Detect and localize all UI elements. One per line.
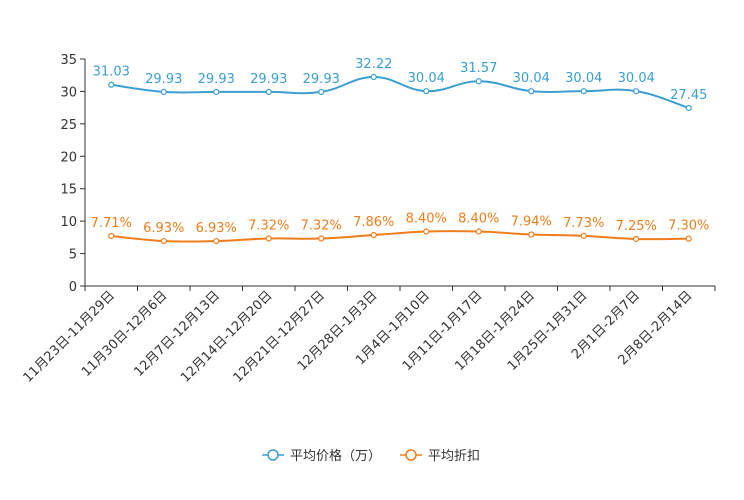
y-tick-label: 35 [60, 53, 77, 68]
data-label: 7.32% [248, 219, 289, 234]
data-point [265, 88, 272, 95]
legend-marker-icon [405, 449, 417, 461]
data-point [108, 81, 115, 88]
legend-label: 平均折扣 [428, 449, 480, 464]
data-label: 8.40% [458, 212, 499, 227]
data-label: 32.22 [355, 57, 392, 72]
y-tick-label: 30 [60, 85, 77, 100]
data-label: 29.93 [303, 72, 340, 87]
data-label: 27.45 [670, 88, 707, 103]
data-point [475, 78, 482, 85]
x-tick-label: 12月21日-12月27日 [231, 288, 328, 385]
data-point [213, 237, 220, 245]
data-point [580, 88, 587, 95]
data-point [423, 88, 430, 95]
data-point [528, 88, 535, 95]
data-label: 30.04 [618, 71, 655, 86]
data-point [685, 235, 692, 242]
data-point [423, 228, 430, 235]
data-point [475, 228, 482, 235]
legend-marker-icon [267, 449, 279, 461]
x-tick-label: 11月23日-11月29日 [21, 288, 118, 385]
data-point [633, 88, 640, 95]
y-tick-label: 5 [69, 248, 77, 263]
series-line-0 [111, 76, 690, 109]
y-tick-label: 25 [60, 118, 77, 133]
data-point [633, 235, 640, 243]
legend-label: 平均价格（万） [290, 448, 381, 464]
data-point [108, 232, 115, 240]
data-label: 7.30% [668, 219, 709, 234]
y-tick-label: 20 [60, 150, 77, 165]
data-label: 31.03 [93, 65, 130, 80]
data-point [370, 73, 377, 81]
data-label: 29.93 [250, 72, 287, 87]
data-point [265, 235, 272, 242]
data-label: 29.93 [145, 72, 182, 87]
data-label: 7.71% [91, 216, 132, 231]
data-label: 7.94% [511, 215, 552, 230]
data-label: 29.93 [198, 72, 235, 87]
data-label: 6.93% [196, 221, 237, 236]
data-label: 8.40% [406, 212, 447, 227]
data-point [580, 232, 587, 239]
data-label: 30.04 [513, 71, 550, 86]
series-line-1 [111, 230, 689, 243]
series-layer: 31.03 29.93 29.93 29.93 29.93 32.22 30.04 31.57… [91, 57, 709, 245]
data-label: 7.25% [616, 219, 657, 234]
data-point [213, 88, 220, 95]
data-label: 7.86% [353, 215, 394, 230]
data-label: 6.93% [143, 221, 184, 236]
data-label: 7.73% [563, 216, 604, 231]
data-label: 7.32% [301, 219, 342, 234]
y-tick-label: 10 [60, 215, 77, 230]
y-tick-label: 0 [69, 280, 77, 295]
data-point [318, 88, 325, 95]
data-point [685, 104, 692, 112]
data-label: 31.57 [460, 61, 497, 76]
data-point [528, 231, 535, 238]
data-label: 30.04 [408, 71, 445, 86]
y-tick-label: 15 [60, 183, 77, 198]
data-label: 30.04 [565, 71, 602, 86]
data-point [160, 88, 167, 95]
x-tick-label: 12月14日-12月20日 [178, 288, 275, 385]
data-point [160, 237, 167, 245]
legend: 平均价格（万） 平均折扣 [262, 448, 480, 464]
data-point [318, 235, 325, 242]
data-point [370, 231, 377, 239]
